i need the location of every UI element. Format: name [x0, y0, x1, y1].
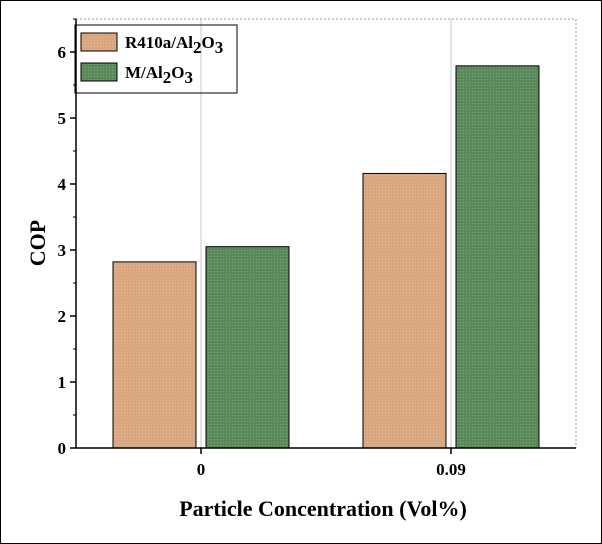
- x-tick-label: 0: [197, 460, 206, 479]
- legend: R410a/Al2O3 M/Al2O3: [74, 24, 238, 94]
- legend-border: [74, 24, 238, 94]
- y-tick-label: 2: [58, 307, 67, 326]
- legend-label-1: M/Al2O3: [125, 63, 193, 87]
- bars: [112, 65, 540, 449]
- y-tick-label: 4: [58, 175, 67, 194]
- legend-label-0: R410a/Al2O3: [125, 33, 223, 57]
- bar-0-0: [112, 261, 197, 449]
- y-tick-label: 0: [58, 439, 67, 458]
- y-tick-label: 3: [58, 241, 67, 260]
- axes: [75, 19, 576, 449]
- x-axis-title: Particle Concentration (Vol%): [179, 496, 467, 521]
- y-tick-label: 5: [58, 109, 67, 128]
- legend-swatch-1: [80, 62, 118, 82]
- y-tick-label: 6: [58, 43, 67, 62]
- legend-swatch-0: [80, 32, 118, 52]
- bar-0-1: [362, 172, 447, 449]
- bar-1-1: [455, 65, 540, 449]
- bar-1-0: [205, 246, 290, 449]
- y-ticks: 0 1 2 3 4 5 6: [58, 18, 76, 458]
- x-ticks: 0 0.09: [197, 448, 466, 479]
- y-axis-title: COP: [25, 220, 50, 266]
- y-tick-label: 1: [58, 373, 67, 392]
- x-tick-label: 0.09: [436, 460, 466, 479]
- grid-lines: [76, 18, 577, 448]
